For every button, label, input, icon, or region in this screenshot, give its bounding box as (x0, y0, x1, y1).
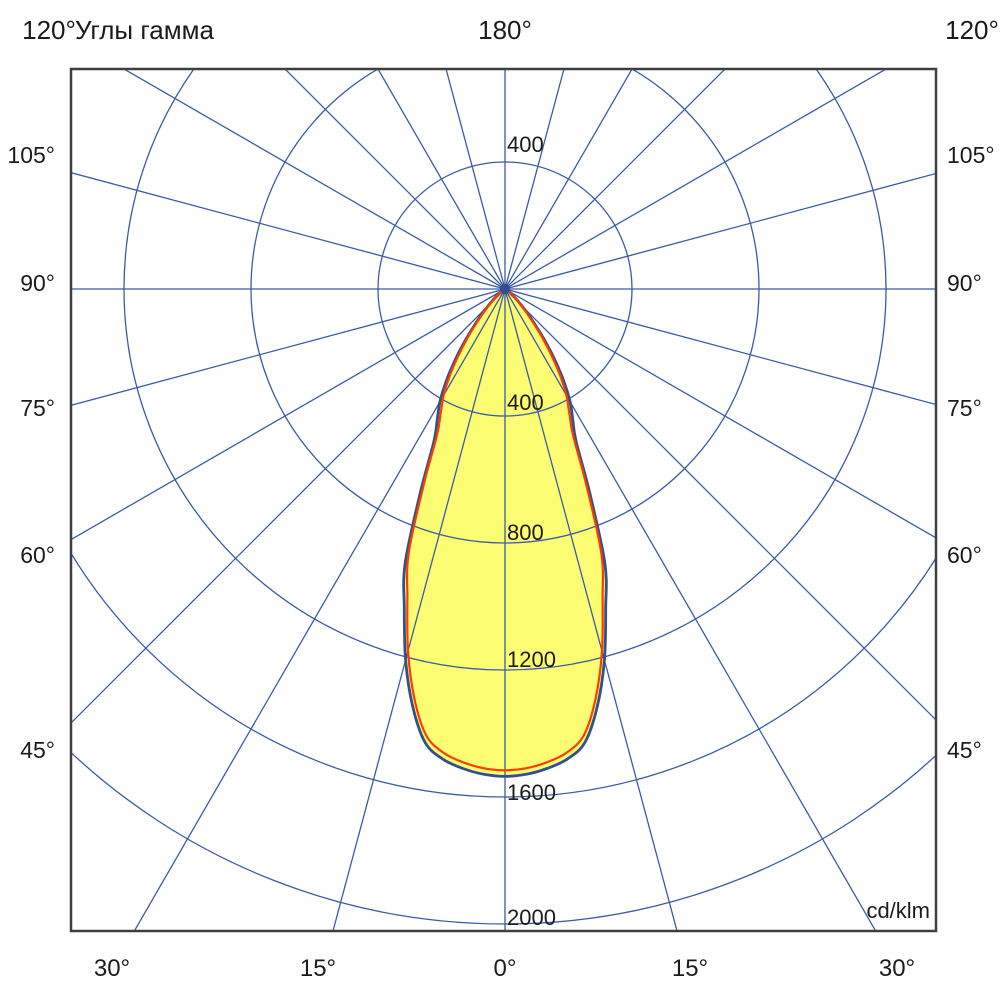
grid-ray (71, 288, 506, 406)
radial-tick-label: 1600 (507, 780, 556, 805)
gamma-tick-bottom: 0° (494, 955, 517, 982)
grid-ray (445, 69, 506, 290)
chart-title: Углы гамма (75, 15, 214, 45)
radial-tick-label: 800 (507, 520, 544, 545)
grid-ray (504, 69, 633, 290)
grid-ray (332, 288, 506, 931)
grid-ray (377, 69, 506, 290)
gamma-tick-right: 105° (947, 142, 995, 168)
gamma-tick-left: 90° (20, 270, 55, 296)
gamma-tick-bottom: 15° (300, 955, 336, 982)
top-left-angle-label: 120° (22, 15, 76, 45)
polar-origin-dot (500, 284, 510, 294)
radial-tick-label: 1200 (507, 647, 556, 672)
gamma-tick-left: 45° (20, 737, 55, 763)
grid-ray (133, 288, 506, 931)
grid-ray (504, 288, 678, 931)
plot-border (69, 67, 938, 933)
gamma-tick-bottom: 15° (672, 955, 708, 982)
intensity-curve-c90-c270 (405, 287, 605, 772)
axis-labels: 105° 105° 90° 90° 75° 75° 60° 60° 45° 45° 30° 15° 0°… (7, 132, 994, 982)
gamma-tick-right: 75° (947, 395, 982, 421)
gamma-tick-left: 60° (20, 542, 55, 568)
grid-ray (504, 288, 877, 931)
gamma-tick-left: 75° (20, 395, 55, 421)
unit-label: cd/klm (866, 898, 930, 923)
grid-ray (71, 172, 506, 290)
grid-ray (504, 69, 565, 290)
radial-tick-label: 2000 (507, 905, 556, 930)
grid-ray (122, 69, 506, 290)
gamma-tick-left: 105° (7, 142, 55, 168)
grid-ray (504, 69, 726, 290)
gamma-tick-right: 45° (947, 737, 982, 763)
radial-tick-label: 400 (507, 390, 544, 415)
grid-ray (71, 288, 506, 541)
gamma-tick-right: 90° (947, 270, 982, 296)
grid-ray (504, 69, 888, 290)
top-center-angle-label: 180° (478, 15, 532, 45)
grid-ray (284, 69, 506, 290)
gamma-tick-right: 60° (947, 542, 982, 568)
radial-tick-label: 400 (507, 132, 544, 157)
grid-ray (504, 288, 936, 406)
grid-ray (504, 288, 936, 721)
grid-ray (504, 172, 936, 290)
grid-ray (71, 288, 506, 724)
gamma-tick-bottom: 30° (94, 955, 130, 982)
gamma-tick-bottom: 30° (879, 955, 915, 982)
grid-ray (504, 288, 936, 539)
top-right-angle-label: 120° (945, 15, 999, 45)
